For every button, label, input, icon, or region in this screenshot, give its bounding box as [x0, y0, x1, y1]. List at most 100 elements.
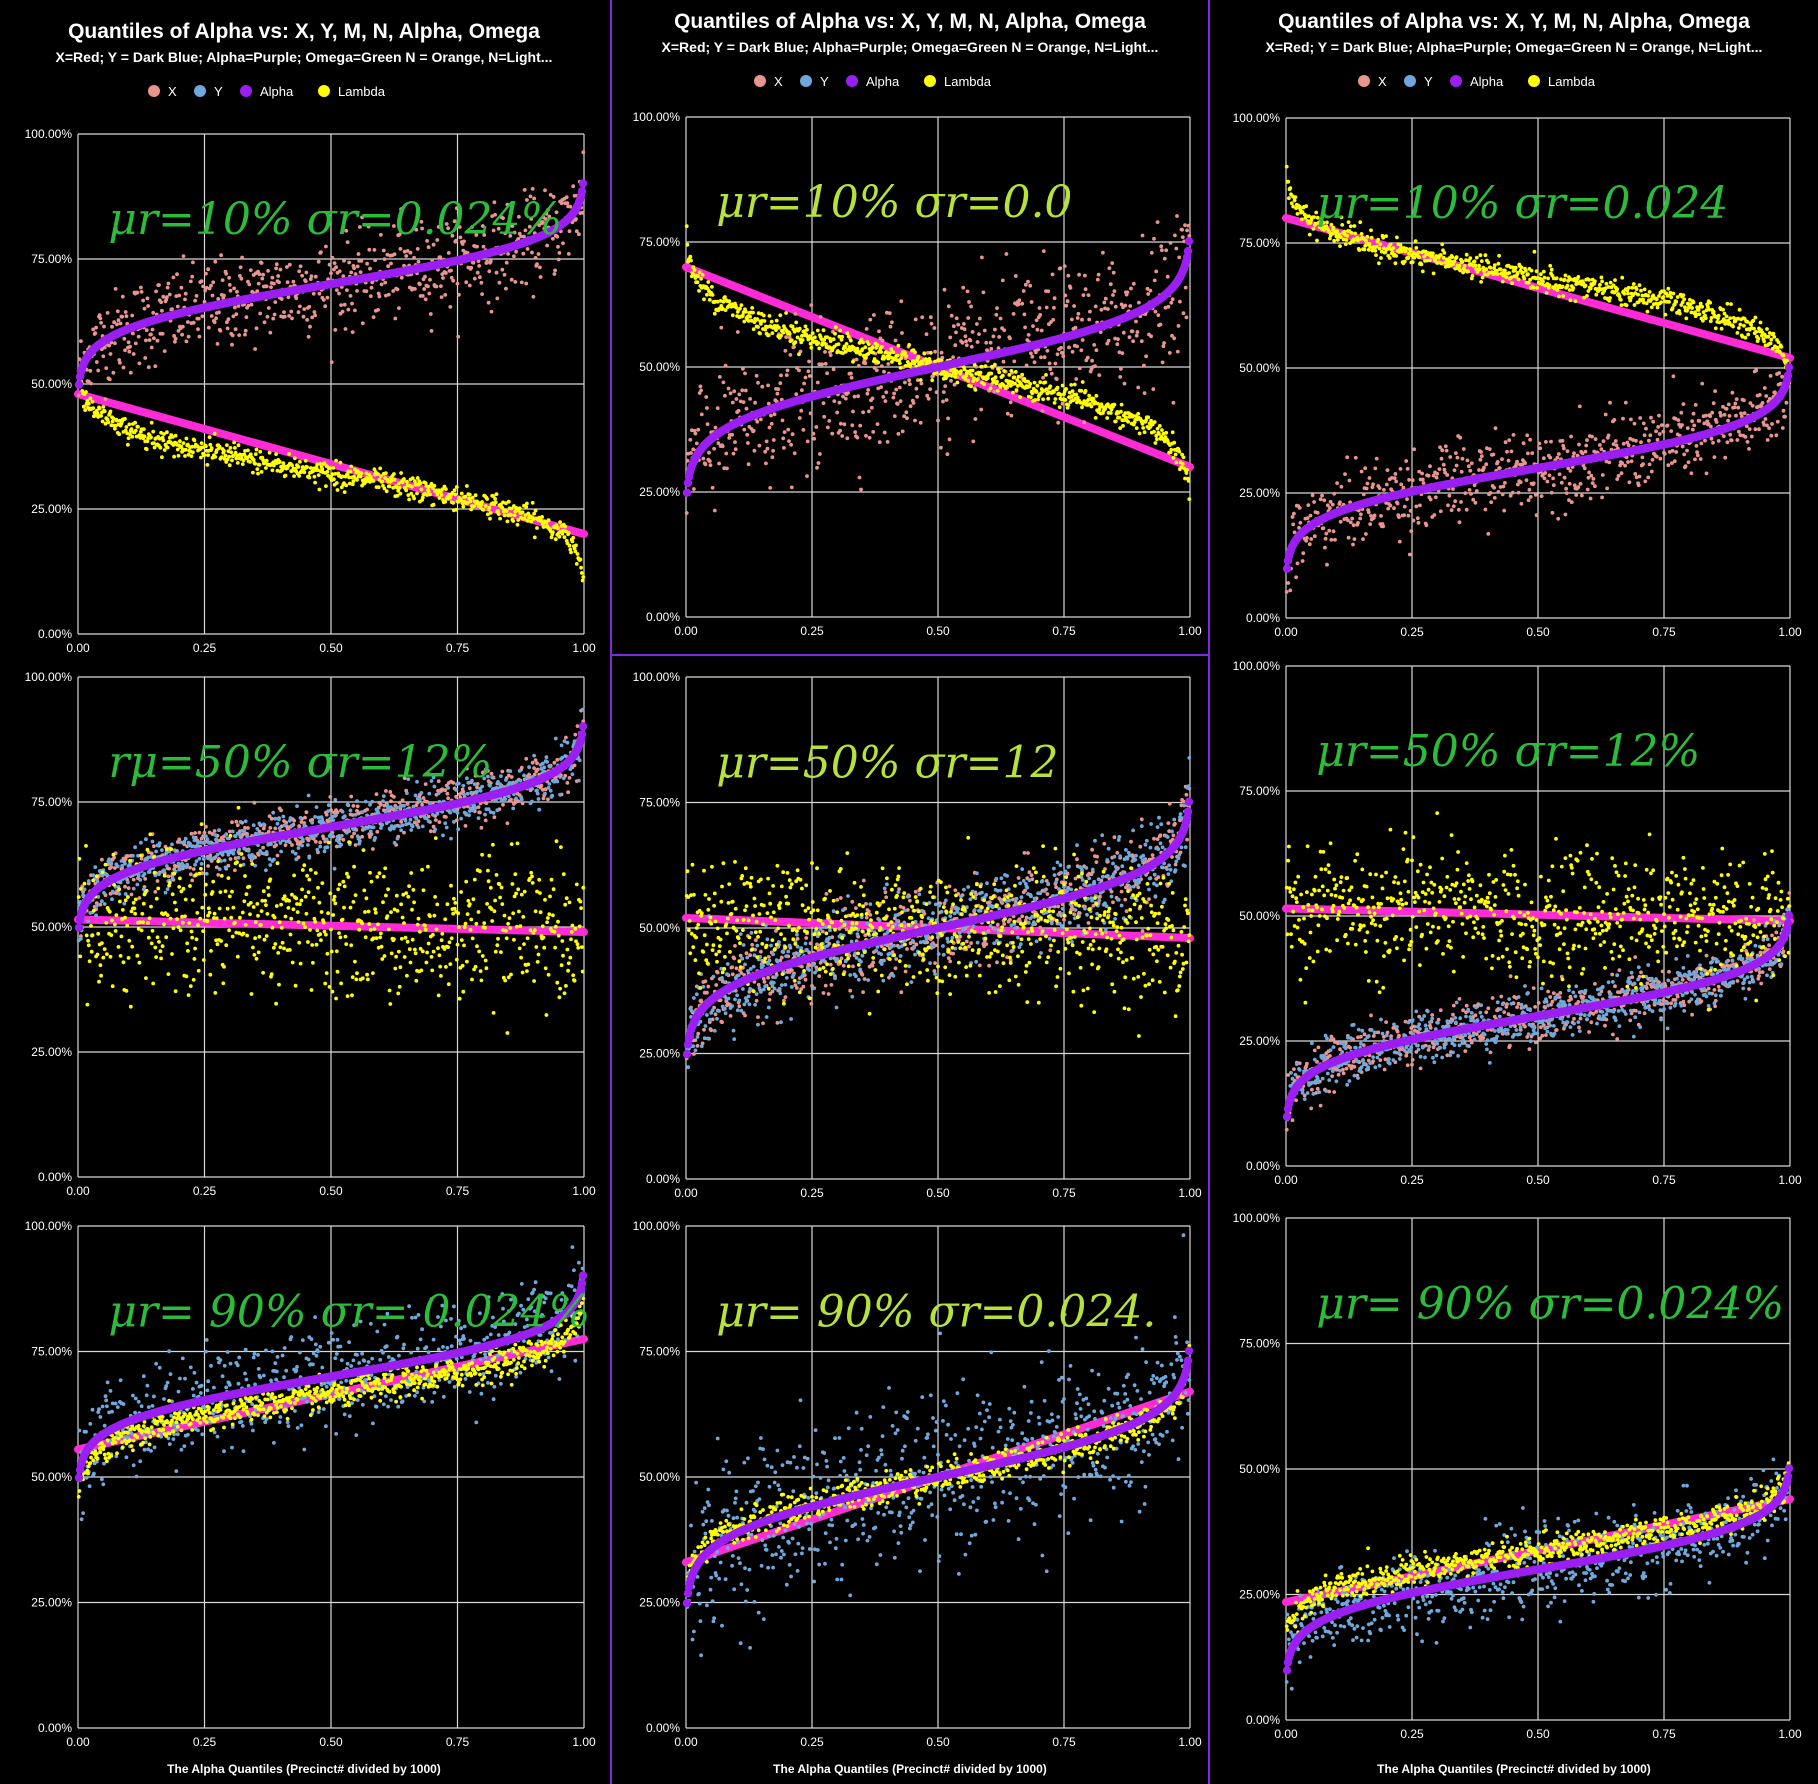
legend-item-y[interactable]: Y: [800, 74, 829, 89]
data-point: [1376, 237, 1381, 242]
data-point: [127, 349, 132, 354]
data-point: [695, 280, 700, 285]
data-point: [908, 404, 913, 409]
data-point: [1046, 289, 1051, 294]
data-point: [1055, 352, 1060, 357]
data-point: [1073, 325, 1078, 330]
data-point: [533, 256, 538, 260]
data-point: [1045, 348, 1050, 353]
data-point: [477, 264, 482, 268]
data-point: [1583, 449, 1588, 454]
data-point: [1414, 246, 1419, 250]
data-point: [176, 329, 181, 333]
legend-item-x[interactable]: X: [754, 74, 783, 89]
data-point: [83, 408, 88, 412]
data-point: [481, 507, 486, 512]
data-point: [321, 298, 326, 302]
data-point: [1157, 424, 1162, 428]
data-point: [1449, 508, 1454, 513]
data-point: [1458, 435, 1463, 440]
data-point: [1690, 427, 1695, 432]
data-point: [1554, 276, 1559, 281]
data-point: [1023, 282, 1028, 287]
data-point: [1672, 459, 1677, 464]
data-point: [287, 314, 291, 318]
data-point: [961, 285, 966, 290]
legend-item-lambda[interactable]: Lambda: [924, 74, 992, 89]
data-point: [151, 429, 156, 434]
data-point: [754, 373, 759, 378]
data-point: [496, 509, 500, 513]
data-point: [760, 384, 765, 389]
data-point: [789, 442, 793, 447]
data-point: [491, 228, 496, 233]
data-point: [1460, 259, 1465, 264]
data-point: [699, 412, 704, 417]
data-point: [1577, 404, 1582, 409]
legend-item-x[interactable]: X: [1358, 74, 1387, 89]
data-point: [371, 479, 376, 483]
data-point: [108, 352, 113, 356]
data-point: [1335, 481, 1339, 485]
data-point: [858, 423, 863, 428]
data-point: [1689, 471, 1694, 476]
data-point: [128, 432, 132, 437]
data-point: [334, 458, 338, 463]
data-point: [1638, 416, 1643, 420]
legend-item-y[interactable]: Y: [1404, 74, 1433, 89]
legend-marker: [1358, 75, 1370, 87]
data-point: [866, 352, 871, 356]
data-point: [1328, 499, 1333, 504]
data-point: [1059, 345, 1063, 350]
data-point: [1400, 249, 1404, 254]
legend-item-alpha[interactable]: Alpha: [240, 84, 294, 99]
data-point: [443, 499, 448, 504]
data-point: [838, 421, 843, 426]
data-point: [315, 462, 320, 466]
data-point: [1140, 233, 1145, 238]
legend-item-lambda[interactable]: Lambda: [1528, 74, 1596, 89]
data-point: [578, 179, 588, 188]
data-point: [186, 452, 191, 457]
data-point: [953, 343, 958, 348]
data-point: [905, 416, 909, 421]
data-point: [1016, 302, 1021, 307]
data-point: [1299, 217, 1304, 222]
data-point: [266, 306, 271, 310]
legend-item-alpha[interactable]: Alpha: [846, 74, 900, 89]
data-point: [381, 248, 386, 253]
data-point: [1107, 266, 1112, 271]
data-point: [1562, 475, 1567, 480]
data-point: [486, 512, 490, 517]
data-point: [1729, 438, 1734, 443]
data-point: [465, 500, 470, 505]
data-point: [1531, 285, 1536, 290]
data-point: [231, 453, 236, 458]
data-point: [1718, 410, 1723, 415]
data-point: [897, 385, 902, 390]
data-point: [434, 284, 439, 289]
data-point: [1060, 383, 1065, 388]
data-point: [1119, 302, 1124, 307]
data-point: [177, 293, 182, 298]
data-point: [503, 231, 508, 236]
data-point: [890, 360, 894, 364]
data-point: [746, 462, 751, 467]
legend-item-x[interactable]: X: [148, 84, 177, 99]
data-point: [146, 365, 151, 370]
legend-item-y[interactable]: Y: [194, 84, 223, 99]
data-point: [1607, 460, 1612, 465]
data-point: [939, 445, 943, 450]
data-point: [1605, 486, 1609, 491]
data-point: [900, 331, 904, 335]
data-point: [748, 397, 752, 401]
data-point: [889, 347, 894, 351]
legend-item-lambda[interactable]: Lambda: [318, 84, 386, 99]
data-point: [1395, 501, 1400, 506]
legend-item-alpha[interactable]: Alpha: [1450, 74, 1504, 89]
data-point: [448, 305, 453, 309]
data-point: [1738, 433, 1743, 437]
data-point: [179, 285, 184, 290]
data-point: [1173, 233, 1177, 238]
data-point: [553, 537, 558, 542]
